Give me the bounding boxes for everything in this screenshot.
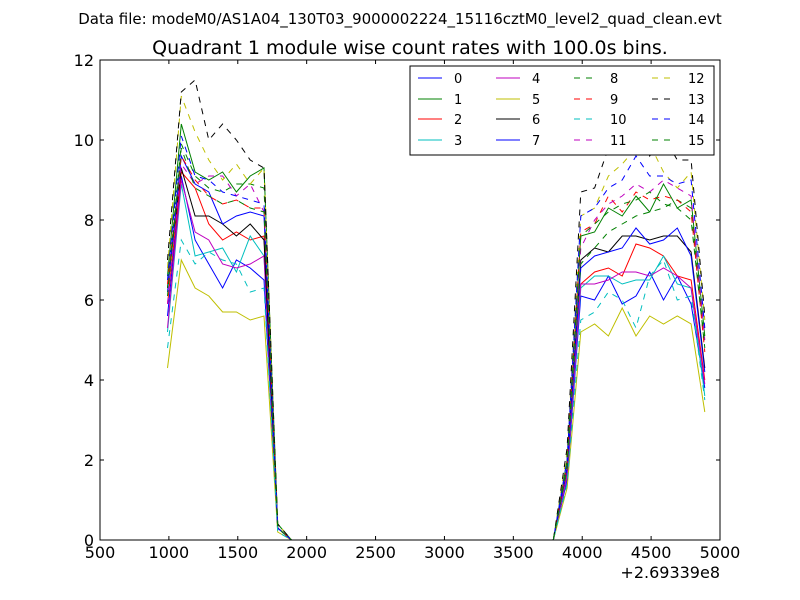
- legend-label-3: 3: [454, 134, 462, 149]
- legend-label-8: 8: [610, 72, 618, 87]
- y-tick-label: 0: [84, 531, 94, 550]
- series-line-10: [167, 238, 706, 541]
- x-tick-label: 4000: [562, 543, 603, 562]
- series-line-14: [167, 135, 706, 541]
- y-tick-label: 4: [84, 371, 94, 390]
- legend-label-9: 9: [610, 93, 618, 108]
- legend-label-0: 0: [454, 72, 462, 87]
- series-line-15: [167, 147, 706, 541]
- legend-label-15: 15: [688, 134, 705, 149]
- legend-label-1: 1: [454, 93, 462, 108]
- legend-label-5: 5: [532, 93, 540, 108]
- y-tick-label: 12: [74, 51, 94, 70]
- series-line-6: [167, 167, 706, 541]
- x-tick-label: 3500: [493, 543, 534, 562]
- series-line-5: [167, 258, 706, 541]
- series-line-2: [167, 170, 706, 541]
- series-line-11: [167, 162, 706, 541]
- x-tick-label: 1500: [217, 543, 258, 562]
- x-tick-label: 500: [85, 543, 116, 562]
- y-tick-label: 2: [84, 451, 94, 470]
- chart-suptitle: Data file: modeM0/AS1A04_130T03_90000022…: [78, 10, 722, 29]
- plot-area-frame: [99, 59, 721, 541]
- series-line-9: [167, 154, 706, 541]
- axis-ticks: 500 1000 1500 2000 2500 3000 3500 4000 4500 5000 0…: [74, 51, 741, 562]
- x-offset-label: +2.69339e8: [620, 563, 720, 582]
- legend-label-7: 7: [532, 134, 540, 149]
- legend-label-12: 12: [688, 72, 705, 87]
- legend-label-2: 2: [454, 113, 462, 128]
- x-tick-label: 3000: [424, 543, 465, 562]
- y-tick-label: 6: [84, 291, 94, 310]
- legend-label-11: 11: [610, 134, 627, 149]
- x-tick-label: 1000: [149, 543, 190, 562]
- x-tick-label: 5000: [700, 543, 741, 562]
- series-line-3: [167, 183, 706, 541]
- legend-label-4: 4: [532, 72, 540, 87]
- legend-label-10: 10: [610, 113, 627, 128]
- y-tick-label: 8: [84, 211, 94, 230]
- legend-frame: [409, 65, 715, 156]
- series-line-12: [167, 95, 706, 541]
- legend-label-6: 6: [532, 113, 540, 128]
- series-line-1: [167, 123, 706, 541]
- series-line-4: [167, 179, 706, 541]
- x-tick-label: 2000: [286, 543, 327, 562]
- legend-label-14: 14: [688, 113, 705, 128]
- legend-label-13: 13: [688, 93, 705, 108]
- x-tick-label: 2500: [355, 543, 396, 562]
- chart-title: Quadrant 1 module wise count rates with …: [152, 37, 668, 59]
- y-tick-label: 10: [74, 131, 94, 150]
- x-tick-label: 4500: [631, 543, 672, 562]
- series-line-0: [167, 175, 706, 541]
